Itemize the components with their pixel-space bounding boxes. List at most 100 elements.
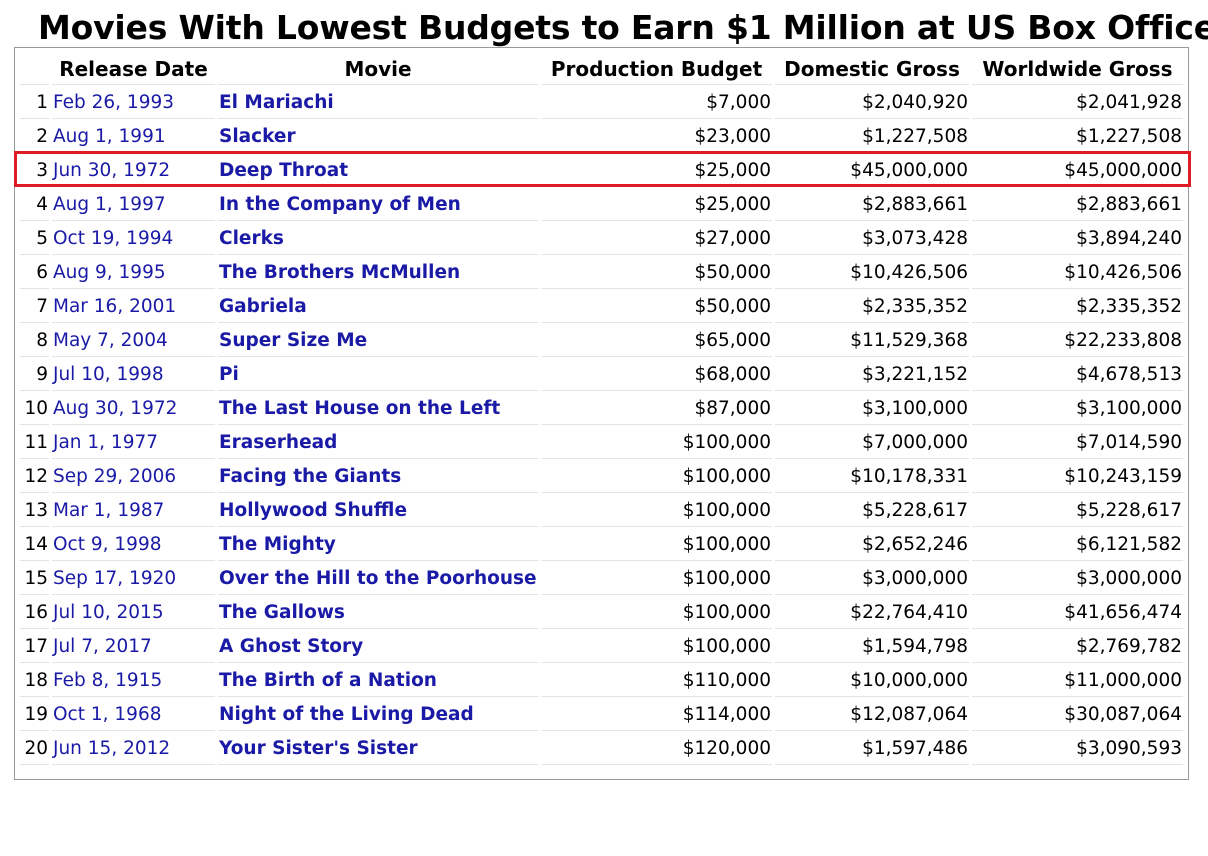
production-budget-cell: $25,000 <box>541 189 772 221</box>
domestic-gross-cell: $1,594,798 <box>775 631 969 663</box>
movie-title-link[interactable]: The Gallows <box>218 597 538 629</box>
column-header-movie[interactable]: Movie <box>218 53 538 85</box>
release-date-link[interactable]: Oct 1, 1968 <box>52 699 215 731</box>
worldwide-gross-cell: $10,243,159 <box>972 461 1183 493</box>
rank-cell: 9 <box>20 359 49 391</box>
release-date-link[interactable]: Oct 9, 1998 <box>52 529 215 561</box>
table-row: 4 Aug 1, 1997 In the Company of Men $25,000… <box>20 189 1183 221</box>
table-row: 14 Oct 9, 1998 The Mighty $100,000 $2,652,24… <box>20 529 1183 561</box>
table-row: 12 Sep 29, 2006 Facing the Giants $100,000 $… <box>20 461 1183 493</box>
release-date-link[interactable]: Oct 19, 1994 <box>52 223 215 255</box>
rank-cell: 18 <box>20 665 49 697</box>
movie-title-link[interactable]: Eraserhead <box>218 427 538 459</box>
release-date-link[interactable]: Jul 7, 2017 <box>52 631 215 663</box>
rank-cell: 14 <box>20 529 49 561</box>
domestic-gross-cell: $12,087,064 <box>775 699 969 731</box>
movie-title-link[interactable]: Slacker <box>218 121 538 153</box>
worldwide-gross-cell: $5,228,617 <box>972 495 1183 527</box>
release-date-link[interactable]: Jun 30, 1972 <box>52 155 215 187</box>
movie-title-link[interactable]: Over the Hill to the Poorhouse <box>218 563 538 595</box>
column-header-domestic-gross[interactable]: Domestic Gross <box>775 53 969 85</box>
release-date-link[interactable]: May 7, 2004 <box>52 325 215 357</box>
table-row: 5 Oct 19, 1994 Clerks $27,000 $3,073,428 $3,8… <box>20 223 1183 255</box>
production-budget-cell: $100,000 <box>541 427 772 459</box>
table-row: 18 Feb 8, 1915 The Birth of a Nation $110,0… <box>20 665 1183 697</box>
release-date-link[interactable]: Sep 29, 2006 <box>52 461 215 493</box>
production-budget-cell: $50,000 <box>541 291 772 323</box>
movie-title-link[interactable]: Your Sister's Sister <box>218 733 538 765</box>
movie-title-link[interactable]: Facing the Giants <box>218 461 538 493</box>
movie-title-link[interactable]: Gabriela <box>218 291 538 323</box>
movie-title-link[interactable]: The Birth of a Nation <box>218 665 538 697</box>
worldwide-gross-cell: $3,894,240 <box>972 223 1183 255</box>
column-header-worldwide-gross[interactable]: Worldwide Gross <box>972 53 1183 85</box>
worldwide-gross-cell: $1,227,508 <box>972 121 1183 153</box>
worldwide-gross-cell: $2,769,782 <box>972 631 1183 663</box>
production-budget-cell: $87,000 <box>541 393 772 425</box>
table-row: 9 Jul 10, 1998 Pi $68,000 $3,221,152 $4,678,5… <box>20 359 1183 391</box>
table-frame <box>14 47 1189 780</box>
movie-title-link[interactable]: Night of the Living Dead <box>218 699 538 731</box>
table-row: 6 Aug 9, 1995 The Brothers McMullen $50,000… <box>20 257 1183 289</box>
rank-cell: 19 <box>20 699 49 731</box>
movie-title-link[interactable]: Clerks <box>218 223 538 255</box>
table-row: 13 Mar 1, 1987 Hollywood Shuffle $100,000 $5… <box>20 495 1183 527</box>
worldwide-gross-cell: $41,656,474 <box>972 597 1183 629</box>
domestic-gross-cell: $3,100,000 <box>775 393 969 425</box>
release-date-link[interactable]: Aug 1, 1997 <box>52 189 215 221</box>
movie-title-link[interactable]: Hollywood Shuffle <box>218 495 538 527</box>
worldwide-gross-cell: $45,000,000 <box>972 155 1183 187</box>
page-title: Movies With Lowest Budgets to Earn $1 Mi… <box>38 8 1208 47</box>
movie-title-link[interactable]: The Brothers McMullen <box>218 257 538 289</box>
release-date-link[interactable]: Mar 1, 1987 <box>52 495 215 527</box>
movie-title-link[interactable]: El Mariachi <box>218 87 538 119</box>
domestic-gross-cell: $1,227,508 <box>775 121 969 153</box>
rank-cell: 16 <box>20 597 49 629</box>
production-budget-cell: $100,000 <box>541 495 772 527</box>
production-budget-cell: $7,000 <box>541 87 772 119</box>
worldwide-gross-cell: $7,014,590 <box>972 427 1183 459</box>
domestic-gross-cell: $2,883,661 <box>775 189 969 221</box>
movie-title-link[interactable]: Super Size Me <box>218 325 538 357</box>
rank-cell: 4 <box>20 189 49 221</box>
worldwide-gross-cell: $11,000,000 <box>972 665 1183 697</box>
movie-title-link[interactable]: In the Company of Men <box>218 189 538 221</box>
production-budget-cell: $100,000 <box>541 631 772 663</box>
release-date-link[interactable]: Mar 16, 2001 <box>52 291 215 323</box>
column-header-rank <box>20 53 49 85</box>
production-budget-cell: $65,000 <box>541 325 772 357</box>
production-budget-cell: $100,000 <box>541 597 772 629</box>
release-date-link[interactable]: Jul 10, 1998 <box>52 359 215 391</box>
release-date-link[interactable]: Jan 1, 1977 <box>52 427 215 459</box>
table-row: 20 Jun 15, 2012 Your Sister's Sister $120,0… <box>20 733 1183 765</box>
release-date-link[interactable]: Aug 1, 1991 <box>52 121 215 153</box>
domestic-gross-cell: $5,228,617 <box>775 495 969 527</box>
column-header-release-date[interactable]: Release Date <box>52 53 215 85</box>
movie-title-link[interactable]: The Last House on the Left <box>218 393 538 425</box>
worldwide-gross-cell: $2,883,661 <box>972 189 1183 221</box>
table-row: 10 Aug 30, 1972 The Last House on the Left… <box>20 393 1183 425</box>
movie-title-link[interactable]: Pi <box>218 359 538 391</box>
release-date-link[interactable]: Feb 26, 1993 <box>52 87 215 119</box>
domestic-gross-cell: $2,652,246 <box>775 529 969 561</box>
movie-title-link[interactable]: Deep Throat <box>218 155 538 187</box>
release-date-link[interactable]: Jun 15, 2012 <box>52 733 215 765</box>
rank-cell: 17 <box>20 631 49 663</box>
domestic-gross-cell: $22,764,410 <box>775 597 969 629</box>
domestic-gross-cell: $45,000,000 <box>775 155 969 187</box>
release-date-link[interactable]: Aug 30, 1972 <box>52 393 215 425</box>
table-row: 11 Jan 1, 1977 Eraserhead $100,000 $7,000,00… <box>20 427 1183 459</box>
release-date-link[interactable]: Feb 8, 1915 <box>52 665 215 697</box>
release-date-link[interactable]: Aug 9, 1995 <box>52 257 215 289</box>
column-header-production-budget[interactable]: Production Budget <box>541 53 772 85</box>
worldwide-gross-cell: $22,233,808 <box>972 325 1183 357</box>
worldwide-gross-cell: $2,335,352 <box>972 291 1183 323</box>
domestic-gross-cell: $7,000,000 <box>775 427 969 459</box>
table-row: 1 Feb 26, 1993 El Mariachi $7,000 $2,040,920… <box>20 87 1183 119</box>
release-date-link[interactable]: Sep 17, 1920 <box>52 563 215 595</box>
movie-title-link[interactable]: The Mighty <box>218 529 538 561</box>
movie-title-link[interactable]: A Ghost Story <box>218 631 538 663</box>
domestic-gross-cell: $3,000,000 <box>775 563 969 595</box>
release-date-link[interactable]: Jul 10, 2015 <box>52 597 215 629</box>
rank-cell: 13 <box>20 495 49 527</box>
